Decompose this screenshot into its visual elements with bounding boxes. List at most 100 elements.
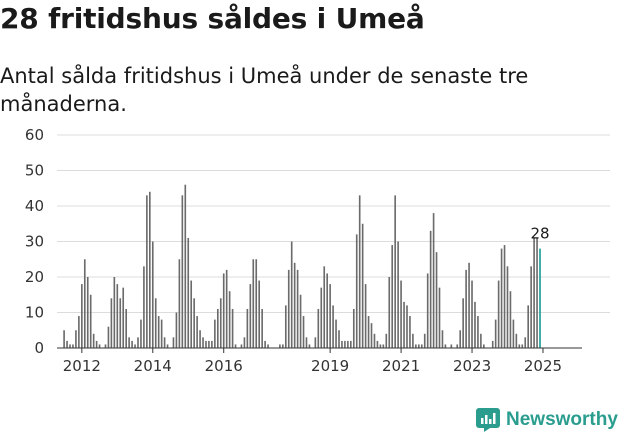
bar [146, 195, 148, 348]
bar [86, 277, 89, 348]
bar [509, 291, 512, 348]
bar [284, 305, 287, 348]
bar [282, 344, 284, 348]
bar [219, 298, 222, 348]
bar [506, 266, 509, 348]
bar [471, 280, 473, 348]
bar [190, 280, 193, 348]
bar [373, 333, 376, 348]
bar [255, 259, 258, 348]
bar [326, 273, 328, 348]
bar [423, 333, 426, 348]
y-tick-label: 0 [34, 339, 44, 357]
bar [160, 319, 163, 348]
x-tick-label: 2023 [453, 357, 491, 375]
y-tick-label: 30 [25, 233, 44, 251]
bar [344, 340, 346, 348]
bar [175, 312, 178, 348]
bar [149, 191, 151, 348]
bar [361, 223, 364, 348]
bar [107, 326, 110, 348]
bar [95, 340, 98, 348]
bar [435, 252, 438, 348]
bar [305, 337, 308, 348]
bar [72, 344, 74, 348]
y-tick-label: 40 [25, 197, 44, 215]
bar [243, 337, 246, 348]
x-tick-label: 2019 [311, 357, 349, 375]
bar [267, 344, 269, 348]
bar [355, 234, 358, 348]
bar [420, 344, 423, 348]
bar [154, 298, 157, 348]
bar [491, 340, 494, 348]
bar [172, 337, 175, 348]
bar [143, 266, 145, 348]
bar [536, 237, 538, 348]
bar [480, 333, 482, 348]
bar [533, 237, 535, 348]
brand-logo[interactable]: Newsworthy [476, 408, 618, 432]
bar [208, 340, 210, 348]
bar [302, 316, 305, 348]
bar [211, 340, 213, 348]
bar [382, 344, 385, 348]
bar [367, 316, 370, 348]
bar [503, 245, 506, 348]
bar [104, 344, 107, 348]
y-tick-label: 20 [25, 268, 44, 286]
bar [63, 330, 65, 348]
bar [352, 308, 355, 348]
bar [83, 259, 86, 348]
bar [385, 333, 388, 348]
bar [388, 277, 391, 348]
last-value-label: 28 [530, 225, 549, 243]
bar [205, 340, 207, 348]
bar [222, 273, 225, 348]
bar [415, 344, 417, 348]
x-tick-label: 2016 [205, 357, 243, 375]
bar [391, 245, 394, 348]
bar [92, 333, 95, 348]
bar [216, 308, 219, 348]
bar [459, 330, 462, 348]
bar [279, 344, 281, 348]
bar [196, 316, 198, 348]
bar [512, 319, 515, 348]
bar [468, 262, 470, 348]
bar [527, 305, 529, 348]
bar [358, 195, 361, 348]
bar [350, 340, 352, 348]
bar [261, 308, 263, 348]
bar-series [63, 184, 541, 348]
bar [400, 280, 402, 348]
bar [426, 273, 429, 348]
bar [122, 287, 125, 348]
x-tick-label: 2012 [63, 357, 101, 375]
bar [521, 344, 524, 348]
highlighted-bar [539, 248, 541, 348]
bar [397, 241, 399, 348]
bar [394, 195, 396, 348]
bar [81, 284, 83, 348]
bar [157, 316, 160, 348]
bar [376, 340, 379, 348]
bar [128, 337, 130, 348]
bar [264, 340, 266, 348]
bar [474, 301, 476, 348]
y-tick-label: 10 [25, 304, 44, 322]
bar [497, 280, 500, 348]
bar [166, 344, 169, 348]
bar [119, 298, 122, 348]
bar [462, 298, 464, 348]
bar [181, 195, 184, 348]
gridlines [57, 134, 610, 313]
bar [335, 319, 337, 348]
chart-subtitle: Antal sålda fritidshus i Umeå under de s… [0, 64, 529, 116]
bar [225, 269, 228, 348]
bar [178, 259, 181, 348]
bar [500, 248, 503, 348]
bar [290, 241, 293, 348]
x-tick-label: 2025 [524, 357, 562, 375]
bar [406, 305, 408, 348]
